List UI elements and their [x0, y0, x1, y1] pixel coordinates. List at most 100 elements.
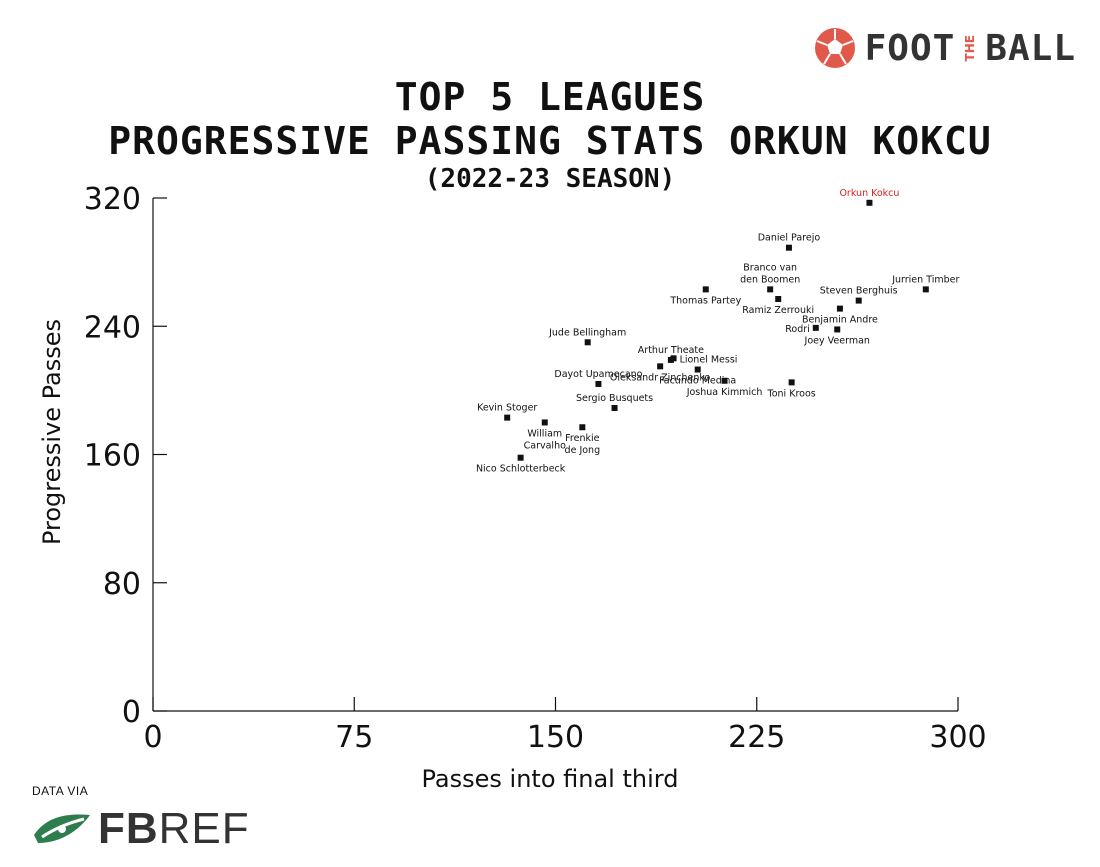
- y-tick-label: 160: [84, 439, 141, 474]
- y-tick-label: 0: [122, 695, 141, 730]
- data-point-label: Lionel Messi: [680, 354, 738, 365]
- data-point-label-line: Jurrien Timber: [891, 274, 959, 285]
- data-point-label-line: Orkun Kokcu: [839, 188, 899, 199]
- data-point-label-line: Jude Bellingham: [548, 327, 626, 338]
- source-logo-light: REF: [158, 804, 250, 853]
- brand-name-the: THE: [963, 34, 978, 62]
- data-point: [670, 355, 677, 362]
- data-source: DATA VIA FBREF: [32, 784, 250, 854]
- data-point: [922, 286, 929, 293]
- x-tick-label: 300: [929, 720, 986, 755]
- source-logo: FBREF: [32, 804, 250, 854]
- data-point-label: Ramiz Zerrouki: [742, 305, 814, 316]
- data-point: [834, 326, 841, 333]
- data-point: [812, 324, 819, 331]
- data-point: [584, 339, 591, 346]
- data-point-label: Toni Kroos: [767, 388, 816, 399]
- x-axis-label: Passes into final third: [422, 765, 679, 793]
- data-point: [785, 244, 792, 251]
- data-point: [775, 295, 782, 302]
- y-tick-label: 320: [84, 182, 141, 217]
- data-point-label: Dayot Upamecano: [554, 369, 642, 380]
- data-point-label-line: Thomas Partey: [669, 295, 741, 306]
- chart-title-line-2: PROGRESSIVE PASSING STATS ORKUN KOKCU: [108, 119, 992, 163]
- chart-title: TOP 5 LEAGUES: [394, 75, 706, 119]
- data-point-label-line: Arthur Theate: [638, 345, 704, 356]
- data-point: [694, 366, 701, 373]
- data-point-label-line: Sergio Busquets: [576, 393, 653, 404]
- chart-subtitle: (2022-23 SEASON): [424, 164, 676, 194]
- football-icon: [814, 28, 855, 68]
- data-point-label: Sergio Busquets: [576, 393, 653, 404]
- data-point-label-line: den Boomen: [740, 274, 800, 285]
- x-tick-label: 0: [143, 720, 162, 755]
- x-tick-label: 75: [335, 720, 373, 755]
- brand-name-foot: FOOT: [864, 27, 956, 69]
- data-point-label-line: Carvalho: [524, 440, 566, 451]
- data-point-label: William Carvalho: [524, 428, 566, 451]
- data-point-label: Facundo Medina: [659, 376, 736, 387]
- data-point-label-line: Ramiz Zerrouki: [742, 305, 814, 316]
- data-point-label-line: Oleksandr Zinchenko: [610, 372, 711, 383]
- data-point: [788, 379, 795, 386]
- fbref-leaf-icon: [34, 814, 90, 843]
- data-point-label: Oleksandr Zinchenko: [610, 372, 711, 383]
- brand-name-ball: BALL: [985, 27, 1076, 69]
- data-point-label: Arthur Theate: [638, 345, 704, 356]
- data-point-label: Orkun Kokcu: [839, 188, 899, 199]
- data-point: [504, 414, 511, 421]
- data-point-label-line: Nico Schlotterbeck: [476, 464, 566, 475]
- data-point-label-line: Steven Berghuis: [820, 286, 898, 297]
- data-point-label: Jurrien Timber: [891, 274, 959, 285]
- data-point: [855, 297, 862, 304]
- data-point-label-line: Joey Veerman: [804, 335, 870, 346]
- data-point-label: Steven Berghuis: [820, 286, 898, 297]
- data-point: [836, 305, 843, 312]
- data-point-label: Frenkie de Jong: [565, 433, 601, 456]
- brand-logo: FOOT THE BALL: [813, 26, 1076, 70]
- data-point-label-line: Dayot Upamecano: [554, 369, 642, 380]
- data-point: [611, 405, 618, 412]
- data-point-label-line: Daniel Parejo: [758, 233, 821, 244]
- data-point-label: Branco van den Boomen: [740, 262, 800, 285]
- data-point-label: Jude Bellingham: [548, 327, 626, 338]
- chart-points: Orkun Kokcu Daniel Parejo Branco van den Bo…: [476, 188, 960, 475]
- data-point-label-line: Facundo Medina: [659, 376, 736, 387]
- data-point-label: Joey Veerman: [804, 335, 870, 346]
- x-tick-label: 150: [527, 720, 584, 755]
- data-point-label-line: Toni Kroos: [767, 388, 816, 399]
- data-point-label-line: de Jong: [565, 445, 601, 456]
- data-point: [767, 286, 774, 293]
- data-point: [721, 377, 728, 384]
- x-tick-label: 225: [728, 720, 785, 755]
- data-point: [595, 380, 602, 387]
- data-point-label-line: Frenkie: [565, 433, 599, 444]
- data-point: [579, 424, 586, 431]
- data-point-label: Thomas Partey: [669, 295, 741, 306]
- y-tick-label: 240: [84, 310, 141, 345]
- data-point-label-line: Branco van: [743, 262, 797, 273]
- data-point-label-line: Joshua Kimmich: [686, 387, 763, 398]
- data-point-label-line: Benjamin Andre: [802, 315, 878, 326]
- data-point-label-line: Kevin Stoger: [477, 403, 537, 414]
- chart-title-block: TOP 5 LEAGUES PROGRESSIVE PASSING STATS …: [0, 75, 1100, 195]
- data-point: [541, 419, 548, 426]
- data-point-label-line: William: [527, 428, 562, 439]
- y-axis-label: Progressive Passes: [38, 319, 66, 545]
- data-point-label: Daniel Parejo: [758, 233, 821, 244]
- chart-axes: 0 75 150 225 300 0 80 160 240 320: [84, 182, 987, 755]
- data-point-label: Benjamin Andre: [802, 315, 878, 326]
- data-point-label: Kevin Stoger: [477, 403, 537, 414]
- source-label: DATA VIA: [32, 784, 89, 798]
- data-point: [866, 199, 873, 206]
- source-logo-bold: FB: [98, 804, 159, 853]
- data-point: [702, 286, 709, 293]
- data-point-label-line: Rodri: [785, 324, 810, 335]
- y-tick-label: 80: [103, 567, 141, 602]
- data-point-label: Joshua Kimmich: [686, 387, 763, 398]
- data-point-label-line: Lionel Messi: [680, 354, 738, 365]
- data-point: [657, 363, 664, 370]
- data-point-label: Nico Schlotterbeck: [476, 464, 566, 475]
- data-point: [517, 454, 524, 461]
